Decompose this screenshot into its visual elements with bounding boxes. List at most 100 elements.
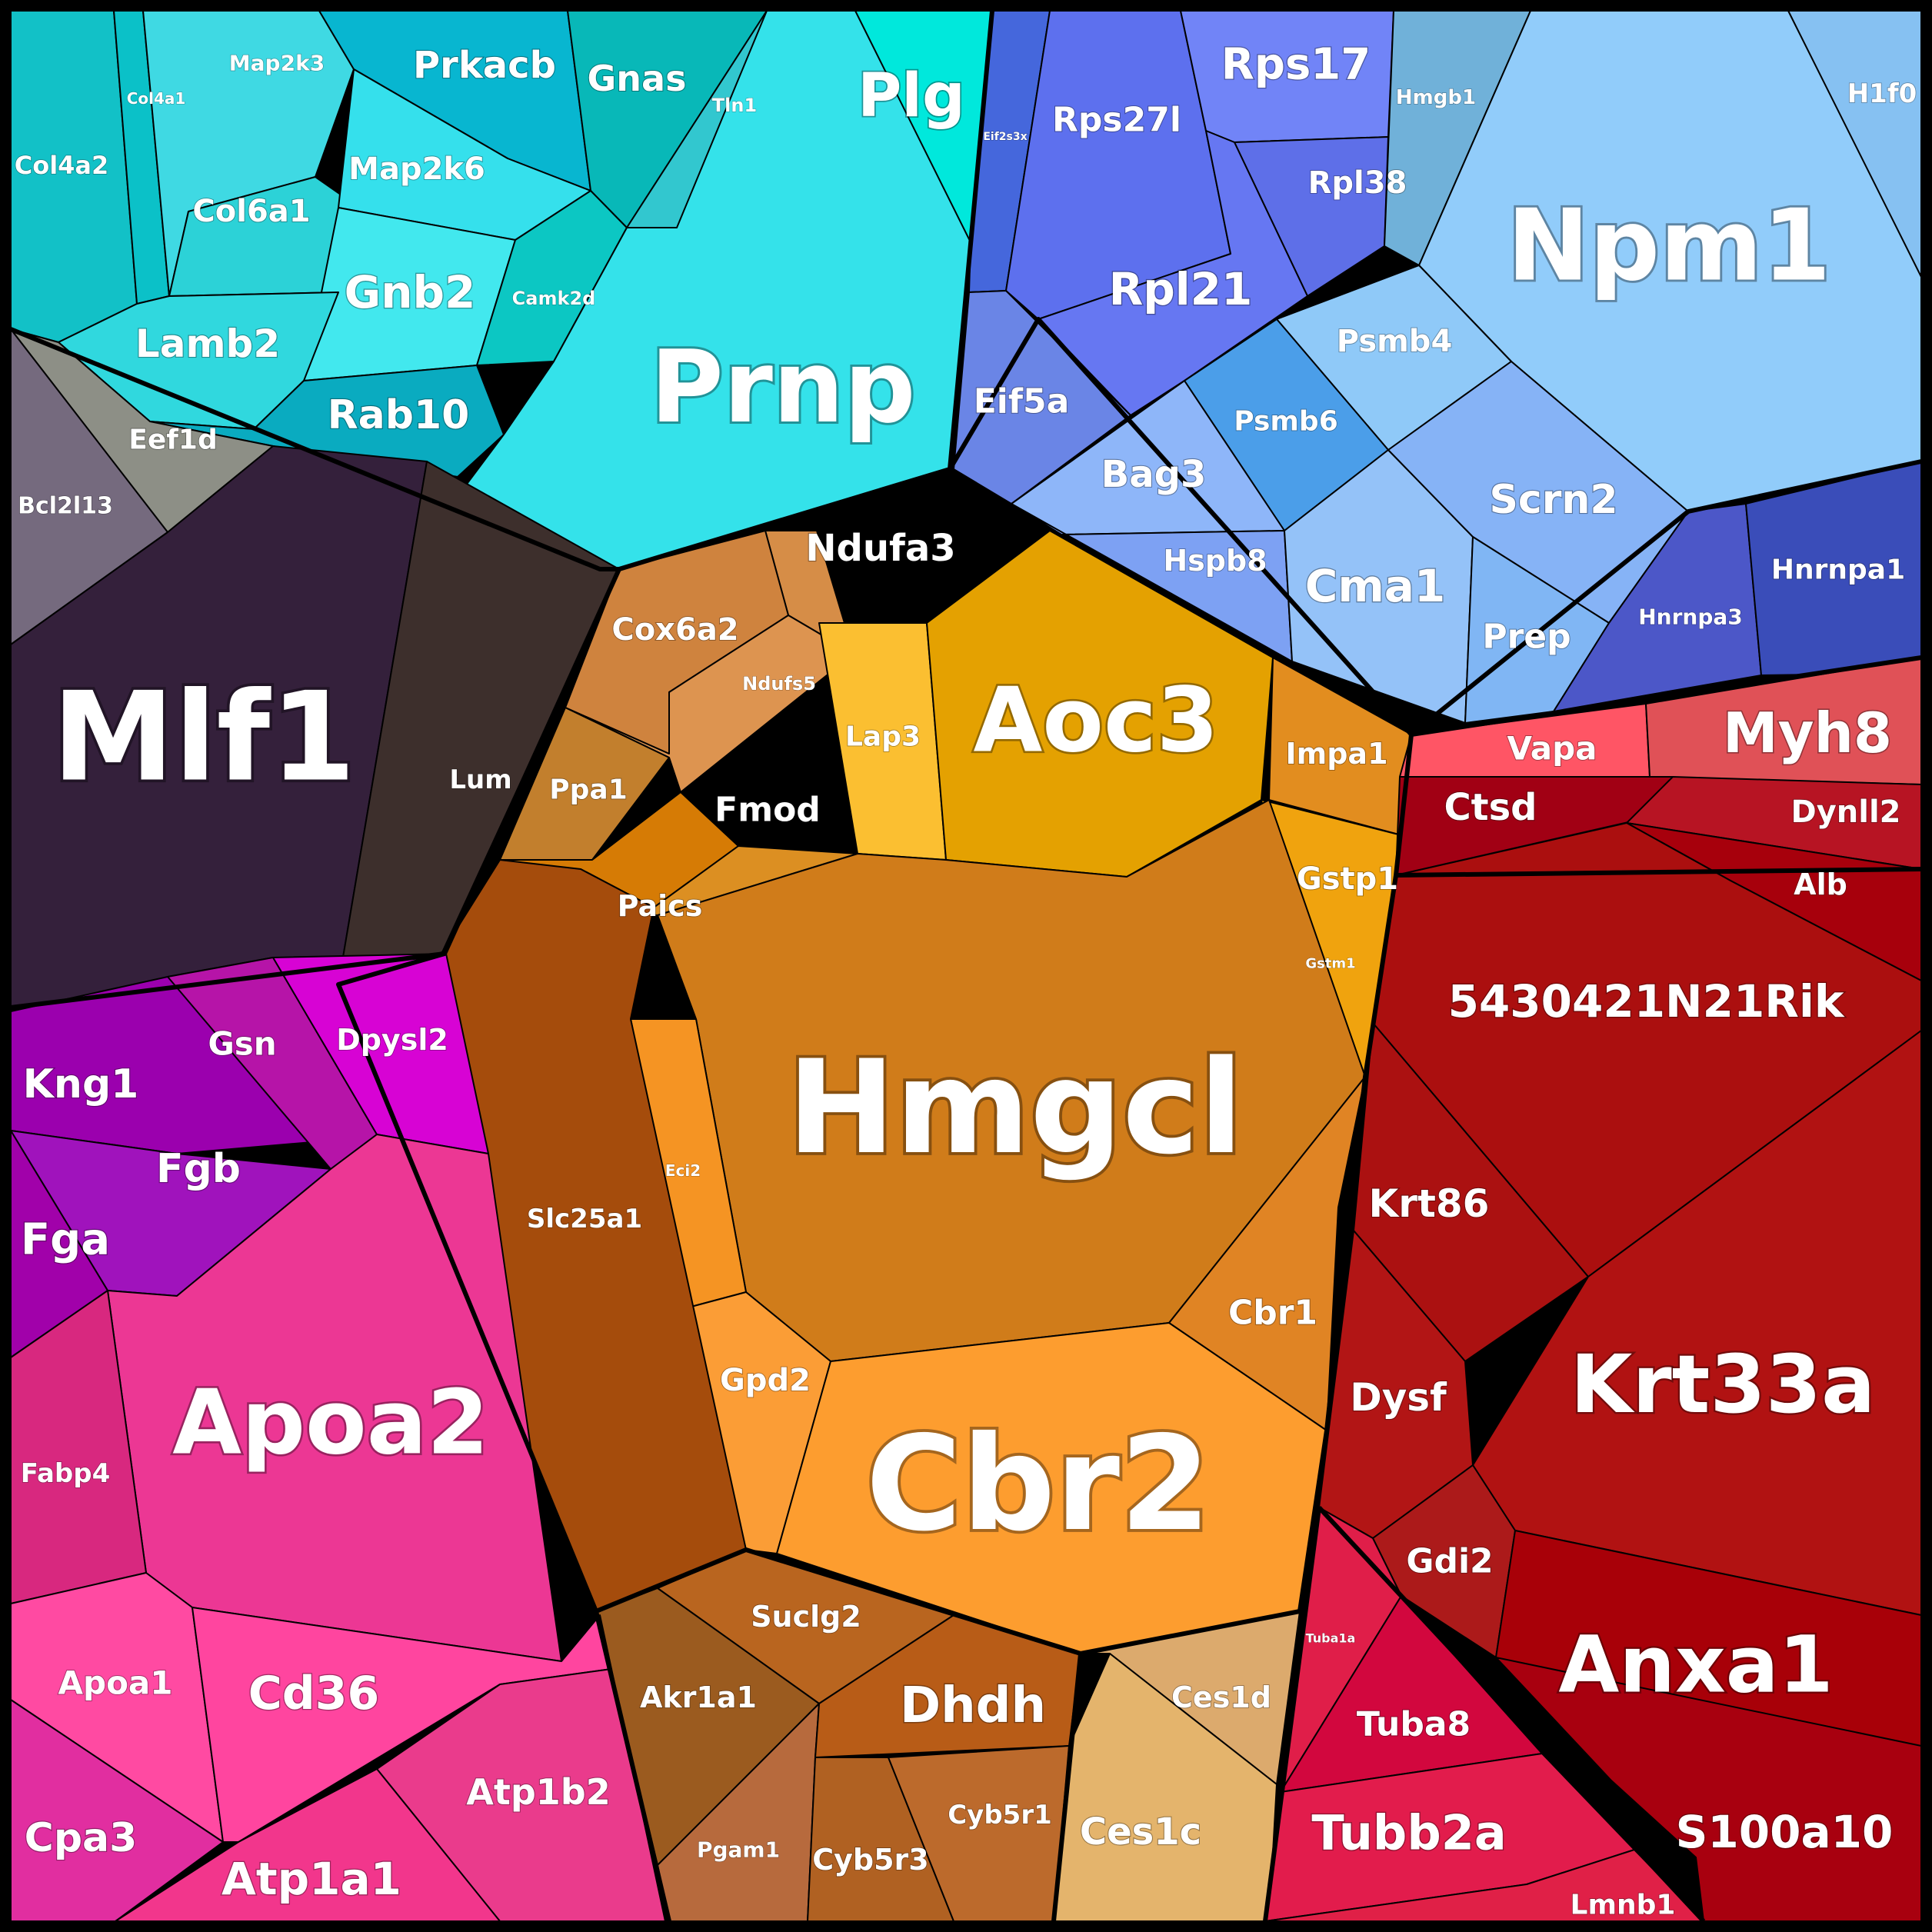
cell-label-atp1b2: Atp1b2 [466,1771,610,1813]
cell-label-slc25a1: Slc25a1 [527,1204,642,1234]
group-border-9 [1395,867,1922,878]
cell-label-prkacb: Prkacb [413,44,556,87]
cell-label-rpl38: Rpl38 [1308,165,1407,201]
cell-label-scrn2: Scrn2 [1489,477,1617,523]
cell-label-camk2d: Camk2d [512,288,596,309]
cell-label-gstp1: Gstp1 [1297,861,1398,897]
cell-label-prnp: Prnp [651,328,916,445]
cell-label-krt86: Krt86 [1369,1181,1490,1226]
cells-layer [10,10,1922,1922]
cell-label-cma1: Cma1 [1305,560,1446,612]
cell-label-rps27l: Rps27l [1052,101,1181,140]
cell-label-fga: Fga [21,1215,110,1265]
cell-label-akr1a1: Akr1a1 [640,1681,757,1714]
cell-label-bag3: Bag3 [1101,453,1207,496]
cell-label-dysf: Dysf [1350,1375,1447,1420]
cell-label-paics: Paics [618,889,703,923]
cell-label-suclg2: Suclg2 [751,1600,861,1634]
cell-label-dynll2: Dynll2 [1790,794,1900,830]
cell-label-fmod: Fmod [715,791,821,830]
cell-label-cpa3: Cpa3 [25,1815,138,1861]
cell-label-gnb2: Gnb2 [345,266,476,318]
labels-layer: Col4a2 Col4a1 Map2k3 Prkacb Gnas Tln1 Plg Col6a… [14,38,1917,1921]
cell-label-hmgcl: Hmgcl [787,1032,1243,1183]
cell-label-map2k3: Map2k3 [229,51,325,76]
cell-label-col4a2: Col4a2 [15,151,109,180]
cell-label-ces1d: Ces1d [1171,1681,1271,1714]
cell-label-pgam1: Pgam1 [697,1837,780,1863]
cell-label-tln1: Tln1 [712,95,757,116]
cell-label-npm1: Npm1 [1507,189,1830,304]
cell-label-lmnb1: Lmnb1 [1571,1890,1676,1921]
cell-label-apoa1: Apoa1 [58,1664,173,1702]
cell-label-s100a10: S100a10 [1676,1806,1894,1858]
cell-label-krt33a: Krt33a [1571,1337,1876,1431]
cell-label-alb: Alb [1794,868,1847,901]
cell-label-tubb2a: Tubb2a [1311,1805,1506,1861]
group-border-11 [1317,1505,1706,1924]
cell-eif5a [953,290,1131,505]
cell-label-vapa: Vapa [1507,730,1597,768]
cell-label-apoa2: Apoa2 [172,1371,489,1475]
cell-label-eif5a: Eif5a [974,382,1070,421]
cell-label-eef1d: Eef1d [128,425,218,456]
cell-label-atp1a1: Atp1a1 [222,1853,401,1905]
cell-label-cbr1: Cbr1 [1228,1294,1317,1333]
cell-label-fabp4: Fabp4 [21,1458,111,1489]
cell-label-lum: Lum [449,764,511,795]
cell-label-mlf1: Mlf1 [52,665,356,809]
cell-label-gpd2: Gpd2 [720,1363,811,1398]
cell-label-cyb5r3: Cyb5r3 [812,1843,928,1877]
cell-label-myh8: Myh8 [1723,701,1892,765]
cell-label-dpysl2: Dpysl2 [336,1023,448,1057]
cell-label-ctsd: Ctsd [1444,786,1537,829]
cell-label-hnrnpa1: Hnrnpa1 [1771,555,1905,586]
cell-label-lamb2: Lamb2 [135,321,280,366]
cell-label-gdi2: Gdi2 [1406,1542,1493,1581]
cell-label-h1f0: H1f0 [1847,78,1917,109]
cell-label-plg: Plg [858,62,965,131]
cell-label-tuba8: Tuba8 [1357,1705,1471,1744]
cell-label-hnrnpa3: Hnrnpa3 [1638,605,1743,630]
cell-label-eif2s3x: Eif2s3x [983,131,1027,143]
cell-label-anxa1: Anxa1 [1558,1620,1833,1711]
cell-label-col4a1: Col4a1 [127,89,186,108]
group-border-8 [1411,655,1922,737]
cell-label-gstm1: Gstm1 [1305,956,1355,972]
cell-label-ces1c: Ces1c [1080,1810,1201,1854]
cell-label-rab10: Rab10 [328,392,470,438]
cell-label-eci2: Eci2 [665,1161,701,1180]
cell-label-5430421n21rik: 5430421N21Rik [1448,975,1845,1028]
group-border-0 [9,327,619,571]
cell-label-ppa1: Ppa1 [549,774,628,806]
cell-label-gsn: Gsn [208,1025,276,1063]
cell-label-cd36: Cd36 [248,1667,379,1720]
cell-label-cyb5r1: Cyb5r1 [948,1800,1052,1830]
cell-label-cox6a2: Cox6a2 [611,612,738,648]
cell-label-rpl21: Rpl21 [1109,263,1253,315]
group-border-12 [1051,1653,1083,1922]
cell-label-bcl2l13: Bcl2l13 [18,493,113,520]
cell-label-ndufs5: Ndufs5 [742,673,816,695]
cell-label-lap3: Lap3 [845,721,921,753]
group-border-5 [336,951,671,1922]
cell-rpl21 [1038,130,1308,416]
cell-label-gnas: Gnas [588,58,687,99]
cell-label-ndufa3: Ndufa3 [805,527,955,570]
group-border-7 [1297,734,1414,1612]
cell-label-hmgb1: Hmgb1 [1396,86,1476,109]
cell-label-col6a1: Col6a1 [192,194,310,229]
cell-label-psmb6: Psmb6 [1234,406,1338,438]
group-border-2 [948,317,1414,737]
cell-label-impa1: Impa1 [1285,737,1387,771]
cell-label-cbr2: Cbr2 [866,1408,1211,1561]
cell-label-prep: Prep [1482,618,1571,657]
cell-label-tuba1a: Tuba1a [1306,1631,1356,1646]
cell-label-fgb: Fgb [156,1146,241,1192]
cell-label-dhdh: Dhdh [900,1677,1046,1734]
cell-label-map2k6: Map2k6 [348,152,485,187]
cell-label-psmb4: Psmb4 [1337,324,1453,359]
cell-label-aoc3: Aoc3 [974,669,1219,773]
